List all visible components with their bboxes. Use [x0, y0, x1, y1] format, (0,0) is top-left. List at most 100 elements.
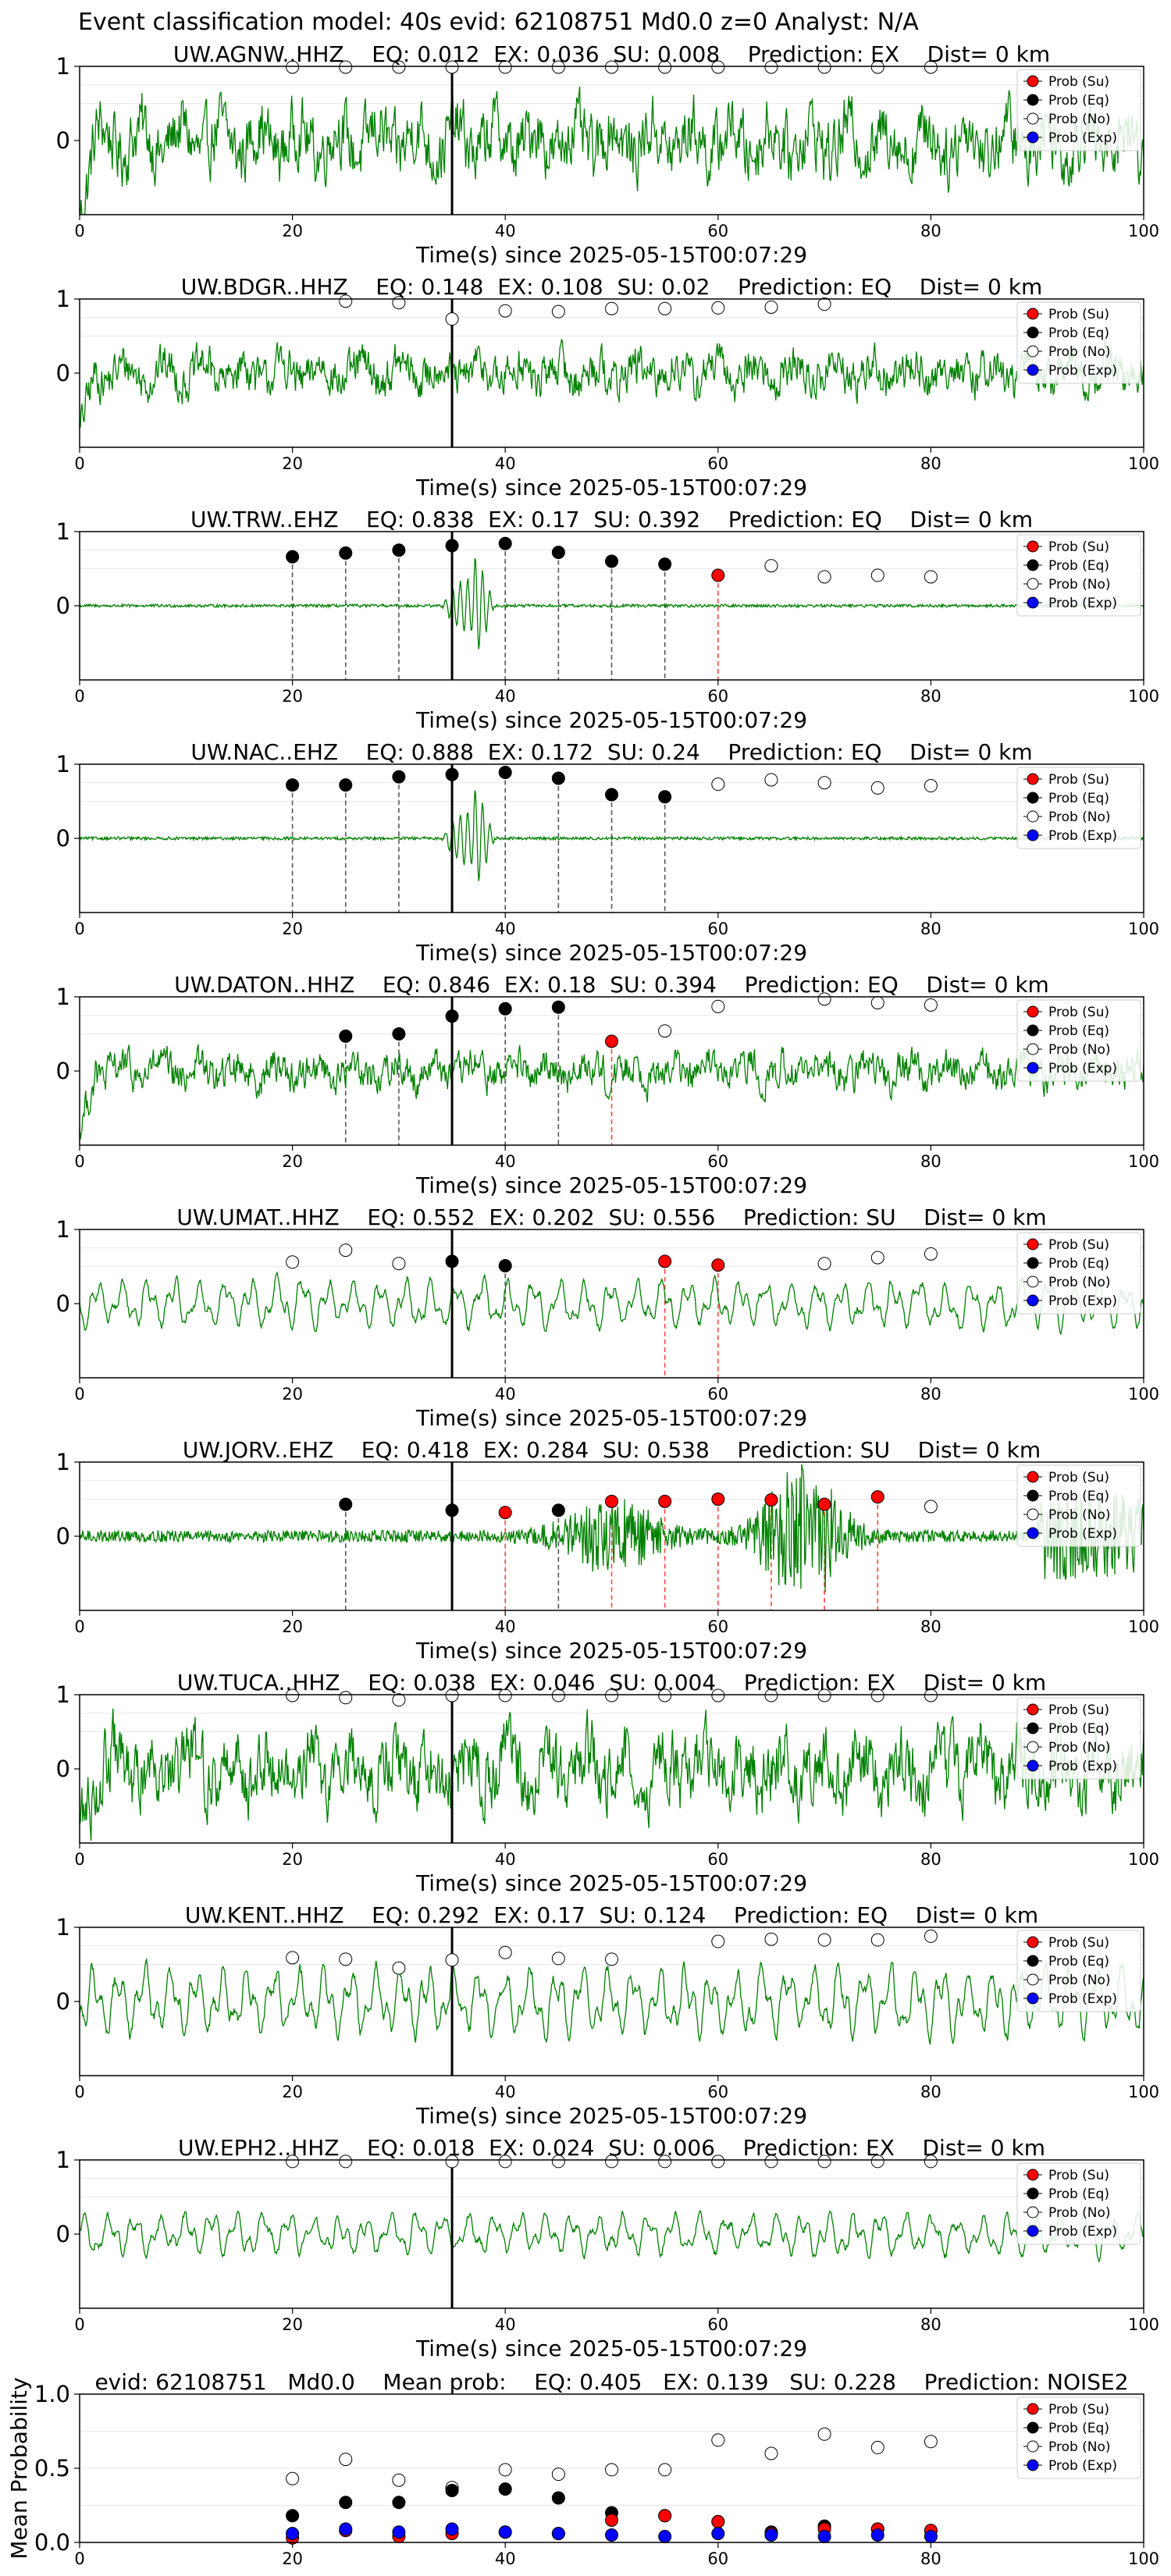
y-tick-label: 1 — [56, 1449, 70, 1475]
y-tick-label: 1 — [56, 751, 70, 777]
prob-marker-no — [658, 1688, 672, 1703]
legend-marker-exp — [1027, 1527, 1039, 1539]
y-tick-label: 0 — [56, 360, 70, 386]
legend-marker-su — [1027, 1936, 1039, 1948]
x-tick-label: 40 — [495, 687, 516, 706]
y-tick-label: 1 — [56, 518, 70, 545]
prob-marker-no — [817, 1257, 831, 1271]
legend-marker-su — [1027, 540, 1039, 553]
panel-1: Time(s) since 2025-05-15T00:07:29 0 20 40 60… — [56, 41, 1160, 268]
prob-marker-no — [551, 1688, 565, 1703]
x-tick-label: 40 — [495, 1850, 516, 1869]
x-axis-label: Time(s) since 2025-05-15T00:07:29 — [415, 707, 807, 733]
prob-marker-no — [658, 301, 672, 315]
prob-marker-no — [711, 999, 725, 1013]
prob-marker-no — [551, 304, 565, 318]
y-tick-label: 1 — [56, 2147, 70, 2173]
prob-marker-eq — [392, 543, 406, 557]
mean-prob-point-exp — [551, 2527, 565, 2541]
y-tick-label: 0 — [56, 1988, 70, 2015]
mean-prob-point-su — [658, 2509, 672, 2523]
mean-prob-point-exp — [711, 2527, 725, 2541]
x-tick-label: 0 — [74, 454, 84, 473]
mean-prob-point-exp — [339, 2522, 353, 2536]
legend-marker-exp — [1027, 829, 1039, 841]
panel-title: UW.BDGR..HHZ EQ: 0.148 EX: 0.108 SU: 0.0… — [181, 274, 1042, 300]
legend-marker-no — [1027, 2206, 1039, 2218]
mean-prob-point-no — [764, 2446, 778, 2460]
x-tick-label: 60 — [707, 1152, 728, 1171]
legend-label-exp: Prob (Exp) — [1048, 130, 1117, 146]
x-tick-label: 60 — [707, 2083, 728, 2101]
panel-9: Time(s) since 2025-05-15T00:07:29 0 20 40 60… — [56, 1902, 1160, 2129]
legend-marker-eq — [1027, 1722, 1039, 1735]
legend-marker-su — [1027, 1703, 1039, 1716]
waveform-trace — [80, 86, 1144, 215]
y-tick-label: 0 — [56, 1523, 70, 1550]
mean-prob-point-eq — [392, 2496, 406, 2510]
x-tick-label: 60 — [707, 2315, 728, 2334]
x-tick-label: 40 — [495, 454, 516, 473]
legend-marker-su — [1027, 1005, 1039, 1018]
legend-label-eq: Prob (Eq) — [1048, 1256, 1109, 1272]
legend-label-exp: Prob (Exp) — [1048, 1759, 1117, 1774]
prob-marker-no — [551, 2154, 565, 2169]
legend-marker-eq — [1027, 94, 1039, 106]
x-tick-label: 0 — [74, 222, 84, 240]
legend-label-no: Prob (No) — [1048, 1275, 1111, 1290]
legend-label-su: Prob (Su) — [1048, 1237, 1109, 1253]
prob-marker-no — [764, 300, 778, 314]
prob-marker-no — [498, 60, 512, 74]
x-tick-label: 20 — [282, 687, 303, 706]
x-tick-label: 0 — [74, 1152, 84, 1171]
panel-title: UW.TRW..EHZ EQ: 0.838 EX: 0.17 SU: 0.392… — [190, 507, 1033, 532]
prob-marker-eq — [286, 550, 300, 564]
legend-label-exp: Prob (Exp) — [1048, 828, 1117, 844]
x-tick-label: 100 — [1128, 222, 1159, 240]
legend-label-su: Prob (Su) — [1048, 539, 1109, 555]
panel-6: Time(s) since 2025-05-15T00:07:29 0 20 40 60… — [56, 1204, 1160, 1431]
prob-marker-no — [551, 1952, 565, 1966]
legend-marker-no — [1027, 2440, 1039, 2453]
x-tick-label: 80 — [920, 920, 941, 938]
prob-marker-su — [817, 1497, 831, 1511]
legend-label-su: Prob (Su) — [1048, 1005, 1109, 1020]
legend-box — [1016, 767, 1141, 849]
y-tick-label: 1 — [56, 1914, 70, 1941]
legend-marker-su — [1027, 773, 1039, 785]
prob-marker-su — [711, 568, 725, 582]
legend-label-su: Prob (Su) — [1048, 1935, 1109, 1951]
mean-prob-point-exp — [445, 2522, 459, 2536]
y-tick-label: 1 — [56, 286, 70, 312]
y-tick-label: 0 — [56, 1290, 70, 1317]
prob-marker-no — [817, 776, 831, 790]
y-tick-label: 0 — [56, 127, 70, 154]
legend-marker-su — [1027, 75, 1039, 87]
x-tick-label: 0 — [74, 2083, 84, 2101]
x-tick-label: 40 — [495, 222, 516, 240]
legend-label-exp: Prob (Exp) — [1048, 1061, 1117, 1076]
prob-marker-no — [286, 60, 300, 74]
x-axis-label: Time(s) since 2025-05-15T00:07:29 — [415, 475, 807, 500]
prob-marker-no — [817, 1933, 831, 1947]
prob-marker-no — [870, 996, 884, 1010]
legend-label-eq: Prob (Eq) — [1048, 93, 1109, 109]
legend-label-exp: Prob (Exp) — [1048, 1526, 1117, 1542]
legend-marker-eq — [1027, 1024, 1039, 1037]
waveform-trace — [80, 1043, 1144, 1140]
x-tick-label: 20 — [282, 1152, 303, 1171]
legend-marker-eq — [1027, 2187, 1039, 2200]
mean-prob-point-su — [711, 2514, 725, 2528]
prob-marker-no — [498, 1945, 512, 1959]
mean-prob-point-no — [870, 2440, 884, 2454]
mean-prob-point-eq — [339, 2496, 353, 2510]
legend-marker-su — [1027, 308, 1039, 320]
prob-marker-no — [445, 60, 459, 74]
mean-prob-point-exp — [286, 2527, 300, 2541]
prob-marker-no — [445, 1688, 459, 1703]
prob-marker-no — [764, 2154, 778, 2169]
mean-prob-point-no — [286, 2471, 300, 2485]
prob-marker-no — [764, 773, 778, 787]
prob-marker-no — [924, 998, 938, 1012]
prob-marker-no — [870, 2154, 884, 2169]
